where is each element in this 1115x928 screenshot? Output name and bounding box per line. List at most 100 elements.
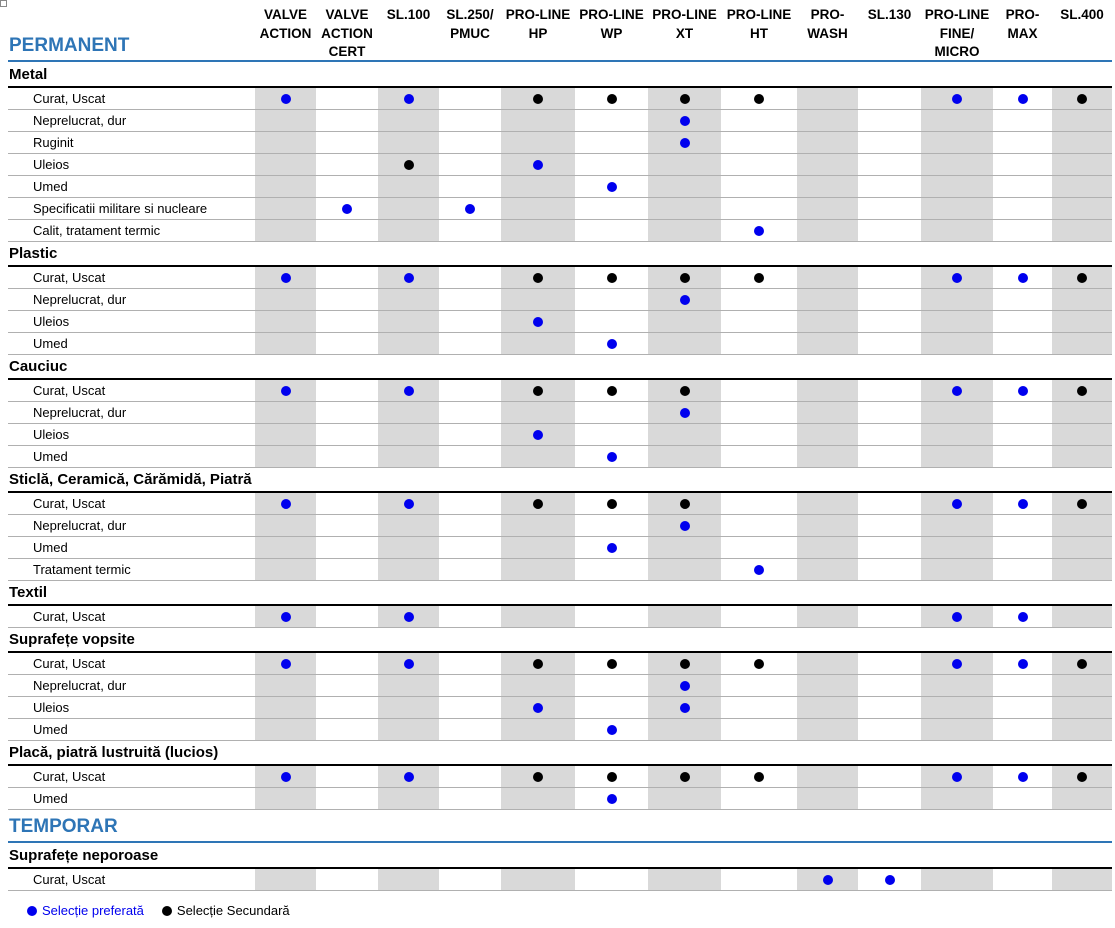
row-divider (8, 740, 1112, 741)
secondary-dot-icon (533, 273, 543, 283)
preferred-dot-icon (754, 226, 764, 236)
row-divider (8, 718, 1112, 719)
column-header: VALVE ACTION CERT (321, 7, 373, 59)
preferred-dot-icon (1017, 499, 1028, 509)
preferred-dot-icon (606, 452, 617, 462)
category-title: Sticlă, Ceramică, Cărămidă, Piatră (9, 471, 252, 488)
column-stripe (1052, 88, 1112, 241)
preferred-dot-icon (533, 317, 543, 327)
preferred-dot-icon (822, 875, 833, 885)
row-divider (8, 890, 1112, 891)
preferred-dot-icon (280, 659, 291, 669)
row-divider (8, 627, 1112, 628)
row-divider (8, 580, 1112, 581)
preferred-dot-icon (1017, 94, 1028, 104)
secondary-dot-icon (1077, 94, 1087, 104)
category-title: Suprafețe vopsite (9, 631, 135, 648)
row-divider (8, 241, 1112, 242)
column-stripe (378, 869, 439, 890)
secondary-dot-icon (679, 94, 690, 104)
row-label: Umed (33, 449, 68, 464)
legend-secondary-label: Selecție Secundară (176, 903, 290, 918)
preferred-dot-icon (1017, 386, 1028, 396)
row-divider (8, 401, 1112, 402)
category-title: Plastic (9, 245, 58, 262)
preferred-dot-icon (679, 408, 690, 418)
preferred-dot-icon (280, 94, 291, 104)
preferred-dot-icon (679, 521, 690, 531)
table-anchor-icon[interactable] (0, 0, 7, 7)
preferred-dot-icon (342, 204, 352, 214)
preferred-dot-icon (403, 612, 414, 622)
category-divider (8, 86, 1112, 88)
secondary-dot-icon (679, 499, 690, 509)
row-label: Specificatii militare si nucleare (33, 201, 208, 216)
preferred-dot-icon (606, 182, 617, 192)
column-stripe (797, 88, 858, 241)
legend-preferred-label: Selecție preferată (42, 903, 144, 918)
preferred-dot-icon (280, 499, 291, 509)
row-label: Calit, tratament termic (33, 223, 161, 238)
column-header: SL.130 (867, 7, 912, 22)
row-label: Curat, Uscat (33, 609, 106, 624)
row-divider (8, 445, 1112, 446)
preferred-dot-icon (606, 543, 617, 553)
preferred-dot-icon (679, 116, 690, 126)
column-stripe (797, 606, 858, 627)
row-label: Uleios (33, 314, 70, 329)
category-title: Placă, piatră lustruită (lucios) (9, 744, 219, 761)
preferred-dot-icon (280, 386, 291, 396)
column-stripe (1052, 606, 1112, 627)
preferred-dot-icon (679, 295, 690, 305)
category-divider (8, 651, 1112, 653)
preferred-dot-icon (403, 386, 414, 396)
preferred-dot-icon (1017, 273, 1028, 283)
row-label: Uleios (33, 157, 70, 172)
row-label: Uleios (33, 700, 70, 715)
preferred-dot-icon (280, 273, 291, 283)
column-stripe (921, 88, 993, 241)
category-divider (8, 491, 1112, 493)
row-label: Curat, Uscat (33, 872, 106, 887)
product-selection-table: VALVE ACTION VALVE ACTION CERT SL.100 SL.25… (8, 0, 1112, 928)
secondary-dot-icon (533, 499, 543, 509)
secondary-dot-icon (754, 94, 764, 104)
row-divider (8, 809, 1112, 810)
preferred-dot-icon (1017, 612, 1028, 622)
secondary-dot-icon (533, 659, 543, 669)
preferred-dot-icon (679, 703, 690, 713)
secondary-dot-icon (679, 772, 690, 782)
row-divider (8, 558, 1112, 559)
category-divider (8, 265, 1112, 267)
row-divider (8, 354, 1112, 355)
preferred-dot-icon (403, 273, 414, 283)
preferred-dot-icon (27, 906, 37, 916)
category-title: Textil (9, 584, 48, 601)
legend: Selecție preferată Selecție Secundară (27, 902, 308, 920)
row-divider (8, 197, 1112, 198)
column-stripe (648, 606, 721, 627)
preferred-dot-icon (403, 659, 414, 669)
preferred-dot-icon (679, 681, 690, 691)
column-header: SL.100 (386, 7, 431, 22)
row-divider (8, 674, 1112, 675)
row-label: Curat, Uscat (33, 91, 106, 106)
preferred-dot-icon (1017, 772, 1028, 782)
column-header: VALVE ACTION (259, 7, 312, 41)
row-label: Curat, Uscat (33, 656, 106, 671)
preferred-dot-icon (533, 703, 543, 713)
column-stripe (921, 869, 993, 890)
secondary-dot-icon (1077, 386, 1087, 396)
column-header: PRO-LINE WP (579, 7, 644, 41)
column-header: PRO- MAX (1005, 7, 1040, 41)
section-title: TEMPORAR (9, 816, 118, 837)
preferred-dot-icon (533, 160, 543, 170)
row-divider (8, 310, 1112, 311)
secondary-dot-icon (533, 772, 543, 782)
secondary-dot-icon (533, 94, 543, 104)
preferred-dot-icon (679, 138, 690, 148)
preferred-dot-icon (952, 94, 962, 104)
row-divider (8, 696, 1112, 697)
section-divider (8, 841, 1112, 843)
column-header: SL.400 (1060, 7, 1104, 22)
